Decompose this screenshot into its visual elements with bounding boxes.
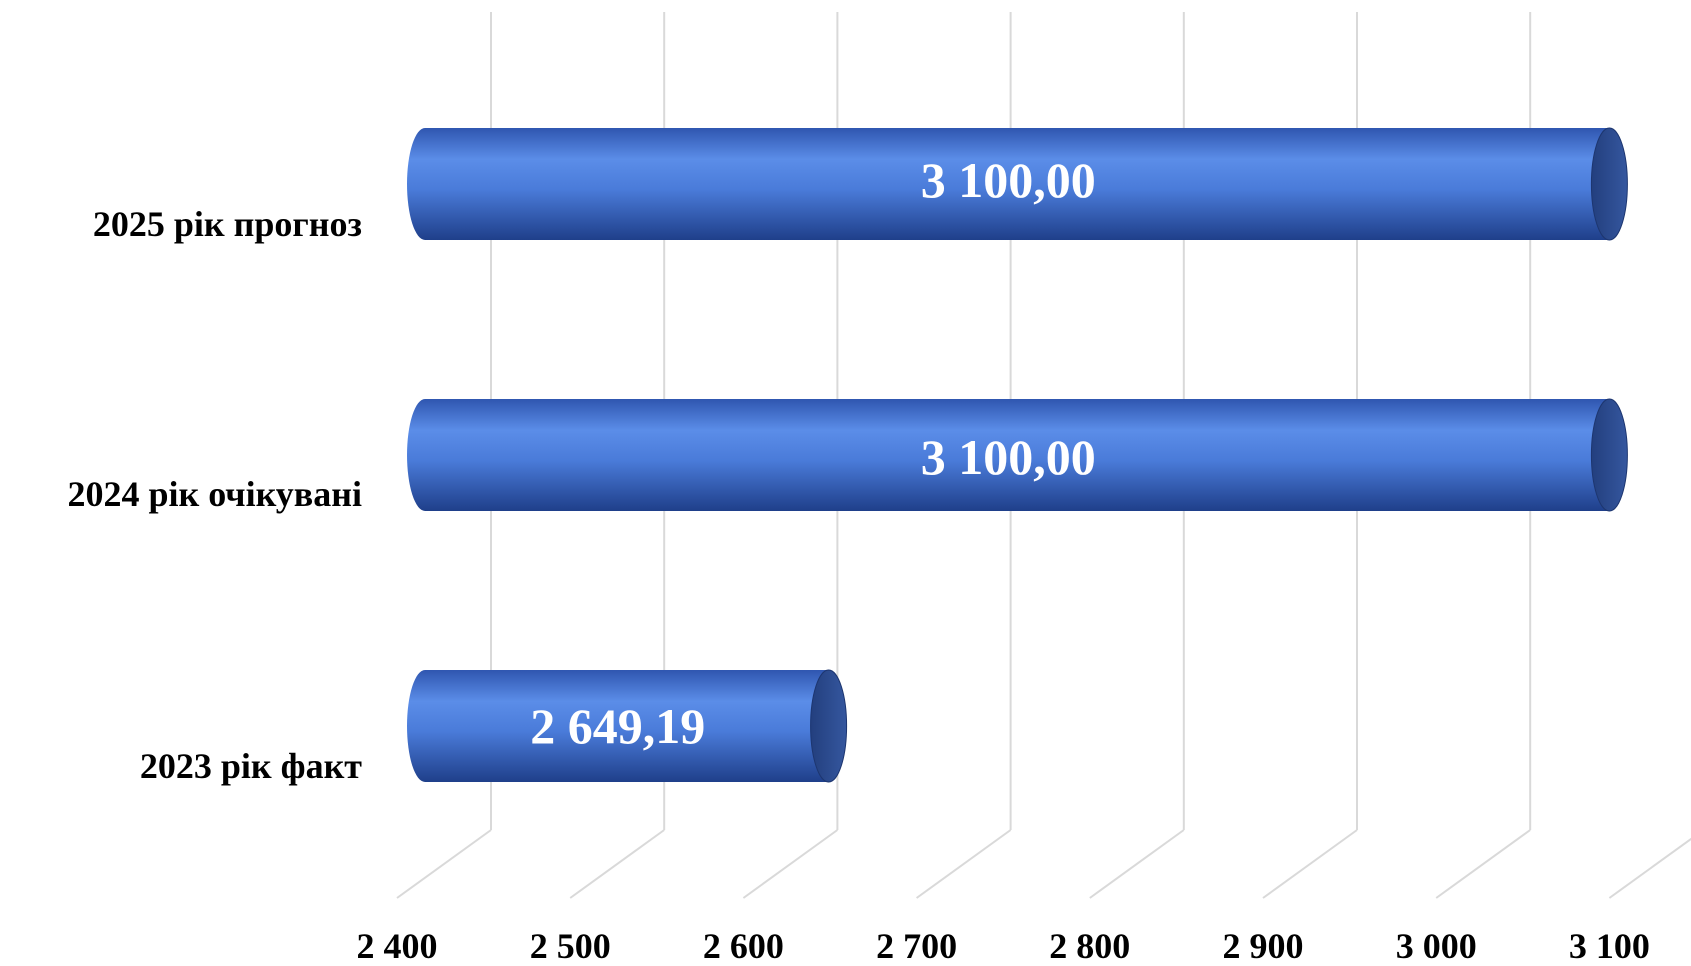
floor-gridline	[1089, 829, 1185, 899]
bar: 3 100,00	[407, 398, 1628, 512]
data-label: 2 649,19	[530, 698, 705, 754]
category-label: 2024 рік очікувані	[67, 474, 362, 514]
data-label: 3 100,00	[921, 429, 1096, 485]
floor-gridline	[396, 829, 492, 899]
x-tick-label: 3 100	[1569, 926, 1650, 966]
category-label: 2025 рік прогноз	[93, 204, 362, 244]
x-tick-label: 2 600	[703, 926, 784, 966]
bar-body	[407, 670, 829, 782]
x-tick-label: 2 400	[357, 926, 438, 966]
category-labels: 2025 рік прогноз 2024 рік очікувані 2023 р…	[67, 204, 362, 786]
data-label: 3 100,00	[921, 152, 1096, 208]
floor-gridline	[1435, 829, 1531, 899]
x-tick-label: 2 500	[530, 926, 611, 966]
x-tick-label: 2 800	[1049, 926, 1130, 966]
bar: 2 649,19	[407, 669, 848, 783]
bar-body	[407, 399, 1610, 511]
x-axis-tick-labels: 2 400 2 500 2 600 2 700 2 800 2 900 3 000 3 100	[357, 926, 1650, 966]
category-label: 2023 рік факт	[140, 746, 362, 786]
floor-gridline	[916, 829, 1012, 899]
x-tick-label: 2 900	[1223, 926, 1304, 966]
bar-end-cap	[1590, 398, 1628, 512]
x-tick-label: 3 000	[1396, 926, 1477, 966]
floor-gridline	[742, 829, 838, 899]
bar-end-cap	[1590, 127, 1628, 241]
bar-body	[407, 128, 1610, 240]
floor-gridline	[1608, 837, 1691, 899]
bars: 3 100,00 3 100,00 2 649,19	[407, 127, 1628, 783]
bar-end-cap	[810, 669, 848, 783]
floor-gridline	[1262, 829, 1358, 899]
bar: 3 100,00	[407, 127, 1628, 241]
x-tick-label: 2 700	[876, 926, 957, 966]
floor-gridline	[569, 829, 665, 899]
